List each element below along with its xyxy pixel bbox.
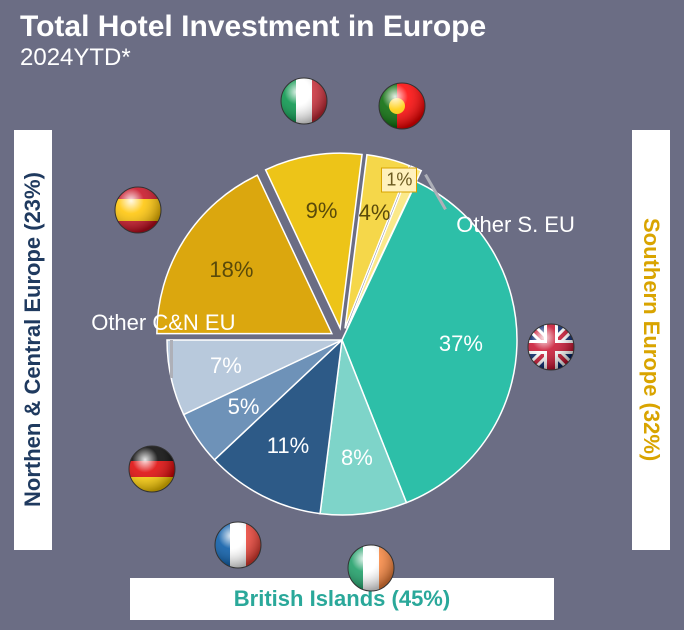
flag-es-icon [113, 185, 163, 235]
flag-ie-icon [346, 543, 396, 593]
flag-fr-icon [213, 520, 263, 570]
flag-de-icon [127, 444, 177, 494]
chart-title: Total Hotel Investment in Europe [0, 0, 684, 44]
slice-label-germany: 5% [228, 394, 260, 420]
pie-chart [132, 130, 552, 550]
flag-pt-icon [377, 81, 427, 131]
slice-label-uk: 37% [439, 331, 483, 357]
slice-label-portugal: 4% [359, 200, 391, 226]
slice-label-ireland: 8% [341, 445, 373, 471]
slice-label-other_s: 1% [381, 167, 417, 192]
slice-label-other_cn: 7% [210, 353, 242, 379]
chart-subtitle: 2024YTD* [0, 44, 684, 72]
slice-label-france: 11% [267, 433, 309, 459]
callout-other_s: Other S. EU [456, 212, 575, 238]
callout-other_cn: Other C&N EU [91, 310, 235, 336]
region-label-southern: Southern Europe (32%) [632, 130, 670, 550]
flag-gb-icon [526, 322, 576, 372]
flag-it-icon [279, 76, 329, 126]
region-label-northern: Northen & Central Europe (23%) [14, 130, 52, 550]
region-label-british: British Islands (45%) [130, 578, 554, 620]
callout-line-other_cn [170, 340, 173, 378]
slice-label-spain: 18% [209, 257, 253, 283]
slice-label-italy: 9% [306, 198, 338, 224]
